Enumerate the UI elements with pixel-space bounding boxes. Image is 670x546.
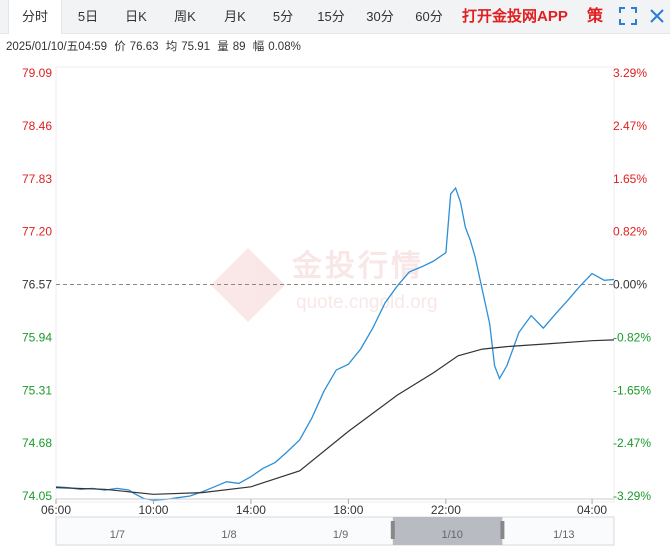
price-line — [55, 186, 615, 501]
average-line — [55, 339, 615, 495]
x-tick-label: 10:00 — [138, 503, 168, 517]
pct-tick-label: 0.00% — [613, 278, 647, 292]
pct-tick-label: -3.29% — [613, 489, 651, 503]
info-avg: 75.91 — [181, 41, 210, 53]
tab-5[interactable]: 5分 — [272, 9, 294, 24]
x-tick-label: 18:00 — [333, 503, 363, 517]
watermark-brand: 金投行情 — [291, 249, 424, 283]
navigator-handle-left[interactable] — [390, 521, 395, 539]
tab-4[interactable]: 月K — [224, 9, 246, 24]
open-app-link[interactable]: 打开金投网APP — [462, 8, 568, 25]
info-change: 0.08% — [268, 41, 301, 53]
close-icon[interactable] — [648, 7, 666, 25]
pct-tick-label: 2.47% — [613, 119, 647, 133]
y-tick-label: 76.57 — [22, 278, 52, 292]
info-volume: 89 — [232, 41, 246, 53]
plot-frame — [55, 66, 615, 503]
quote-info-bar: 2025/01/10/五04:59 价 76.63 均 75.91 量 89 幅 0.0… — [6, 38, 305, 54]
y-tick-label: 74.68 — [22, 436, 52, 450]
navigator-label: 1/10 — [441, 529, 462, 541]
y-tick-label: 78.46 — [22, 119, 52, 133]
info-change-label: 幅 — [252, 41, 265, 53]
x-tick-label: 14:00 — [236, 503, 266, 517]
y-tick-label: 75.31 — [22, 383, 52, 397]
y-tick-label: 79.09 — [22, 66, 52, 80]
y-tick-label: 77.83 — [22, 172, 52, 186]
info-datetime: 2025/01/10/五04:59 — [6, 41, 108, 53]
tab-3[interactable]: 周K — [174, 9, 196, 24]
navigator-selected-range[interactable] — [392, 517, 503, 545]
strategy-button[interactable]: 策 — [587, 8, 604, 25]
pct-tick-label: -1.65% — [613, 383, 651, 397]
navigator-label: 1/13 — [553, 529, 574, 541]
info-avg-label: 均 — [165, 41, 178, 53]
watermark-url: quote.cngold.org — [296, 292, 438, 313]
tab-0[interactable]: 分时 — [8, 0, 62, 34]
navigator-handle-right[interactable] — [500, 521, 505, 539]
pct-tick-label: 1.65% — [613, 172, 647, 186]
pct-tick-label: -0.82% — [613, 330, 651, 344]
tab-2[interactable]: 日K — [125, 9, 147, 24]
y-tick-label: 74.05 — [22, 489, 52, 503]
info-volume-label: 量 — [217, 41, 229, 53]
x-tick-label: 22:00 — [431, 503, 461, 517]
range-navigator[interactable]: 1/7 1/8 1/9 1/10 1/13 — [55, 516, 615, 546]
x-tick-label: 06:00 — [41, 503, 71, 517]
tab-6[interactable]: 15分 — [317, 9, 345, 24]
pct-tick-label: -2.47% — [613, 436, 651, 450]
y-tick-label: 77.20 — [22, 225, 52, 239]
navigator-label: 1/7 — [110, 529, 125, 541]
period-tabbar: 分时 5日 日K 周K 月K 5分 15分 30分 60分 — [0, 0, 670, 34]
fullscreen-icon[interactable] — [618, 6, 638, 26]
navigator-label: 1/9 — [333, 529, 348, 541]
pct-tick-label: 3.29% — [613, 66, 647, 80]
tab-7[interactable]: 30分 — [366, 9, 394, 24]
pct-tick-label: 0.82% — [613, 225, 647, 239]
info-price-label: 价 — [114, 41, 126, 53]
tab-1[interactable]: 5日 — [77, 9, 99, 24]
navigator-label: 1/8 — [221, 529, 236, 541]
y-tick-label: 75.94 — [22, 330, 52, 344]
x-tick-label: 04:00 — [577, 503, 607, 517]
info-price: 76.63 — [129, 41, 159, 53]
tab-8[interactable]: 60分 — [415, 9, 443, 24]
